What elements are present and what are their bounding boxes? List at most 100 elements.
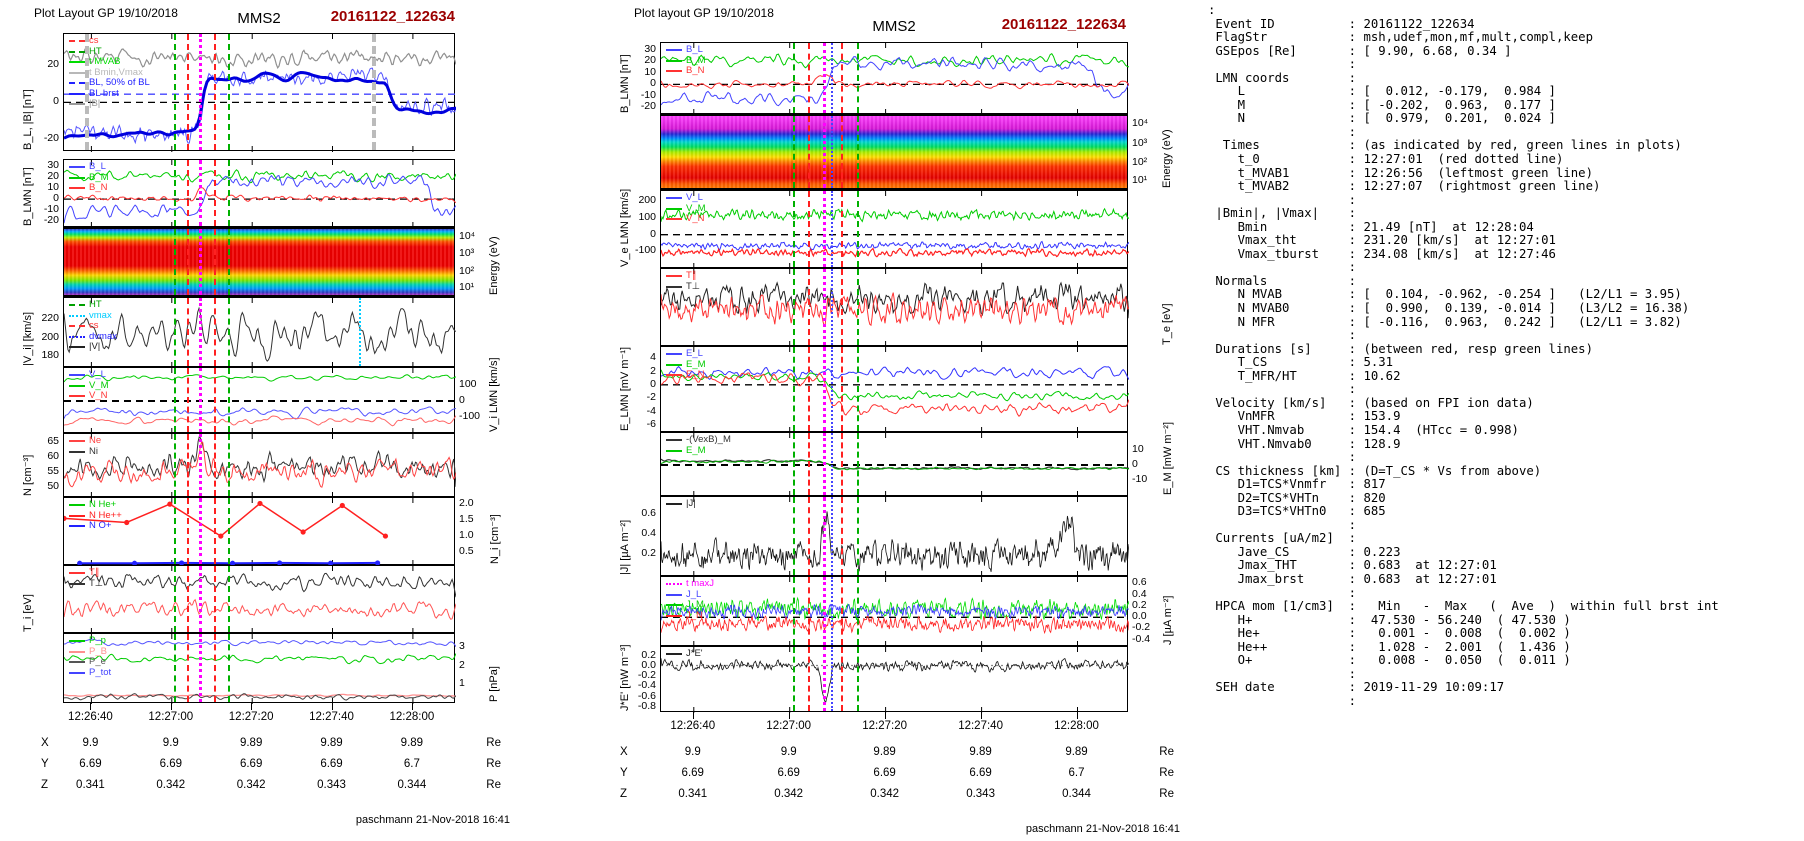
event-marker-line (227, 160, 230, 226)
legend-item: B_L (69, 162, 109, 173)
plot-area-bl-b: 20 0 -20 B_L, |B| [nT] cs HT t MVAB t Bmin,Vmax… (22, 33, 456, 152)
ephemeris-table: X 9.9 9.9 9.89 9.89 9.89 Re Y 6.69 6.69 6.69 6.69 6.… (41, 735, 501, 798)
info-line: : (1208, 666, 1357, 681)
ephemeris-value: 6.7 (403, 758, 420, 770)
ephemeris-value: 0.342 (870, 788, 900, 800)
legend-item: V_N (69, 391, 109, 402)
legend-item: t Bmin,Vmax (69, 67, 150, 79)
y-tick-label: 4 (650, 351, 656, 364)
y-tick-label: -100 (634, 244, 656, 257)
plot-area-p: 3 2 1 P [nPa] P_p P_B P_e P_tot (63, 633, 500, 704)
event-marker-line (187, 34, 190, 150)
x-tick (1076, 712, 1078, 719)
legend-item: P_e (69, 657, 111, 668)
event-marker-line (214, 434, 217, 496)
legend-label: V_N (89, 390, 108, 402)
event-marker-line (808, 647, 811, 711)
y-tick-label: 0.2 (641, 648, 656, 661)
event-marker-line (227, 34, 230, 150)
y-tick-label: 0 (650, 227, 656, 240)
event-marker-line (830, 269, 833, 345)
plot-footer: paschmann 21-Nov-2018 16:41 (1025, 823, 1180, 835)
legend-label: Ne (89, 435, 102, 447)
event-marker-line (856, 497, 859, 575)
legend-label: |B| (89, 98, 101, 110)
info-line: VHT.Nmvab0 : 128.9 (1208, 436, 1401, 451)
event-marker-line (830, 347, 833, 431)
event-marker-line (174, 298, 177, 366)
y-axis-label: T_i [eV] (22, 594, 34, 632)
legend-swatch (666, 449, 682, 452)
y-tick-label: 50 (47, 480, 59, 493)
y-axis-label: |V_i| [km/s] (22, 311, 34, 366)
legend-swatch (69, 50, 85, 53)
ephemeris-value: 9.9 (82, 737, 99, 749)
event-marker-line (792, 269, 795, 345)
panel-vilmn: 100 0 -100 V_i LMN [km/s] V_L V_M V_N (63, 357, 500, 434)
y-tick-label: 0.4 (641, 526, 656, 539)
event-marker-line (227, 368, 230, 432)
y-tick-label: 10 (47, 181, 59, 194)
y-axis-label: Energy (eV) (488, 236, 500, 295)
legend-item: P_p (69, 636, 111, 647)
legend-item: Ne (69, 436, 101, 447)
y-axis-label: V_e LMN [km/s] (619, 188, 631, 267)
ephemeris-value: 0.343 (317, 779, 346, 791)
info-line: : (1208, 260, 1357, 275)
legend-item: t MVAB (69, 57, 150, 68)
spacecraft-title: MMS2 (237, 10, 281, 27)
y-axis-label: J*E' [nW m⁻³] (619, 644, 631, 711)
plot-area-velmn: 200 100 0 -100 V_e LMN [km/s] V_L V_M V_N (619, 189, 1129, 269)
x-tick (692, 712, 694, 719)
y-tick-label: 0.6 (1132, 576, 1147, 589)
info-line: O+ : 0.008 - 0.050 ( 0.011 ) (1208, 653, 1571, 668)
x-tick (788, 712, 790, 719)
info-line: T_CS : 5.31 (1208, 355, 1394, 370)
info-line: HPCA mom [1/cm3] : Min - Max ( Ave ) wit… (1208, 599, 1719, 614)
event-marker-line (808, 43, 811, 113)
legend-item: V_M (69, 380, 109, 392)
event-id: 20161122_122634 (1001, 16, 1126, 33)
event-id: 20161122_122634 (330, 8, 455, 25)
panel-legend: B_L B_M B_N (666, 45, 706, 77)
legend-item: B_M (69, 172, 109, 184)
panel-legend: |J| (666, 499, 696, 510)
legend-swatch (69, 504, 85, 507)
y-tick-label: -6 (646, 418, 656, 431)
event-marker-line (840, 116, 843, 188)
y-tick-label: 0.2 (1132, 598, 1147, 611)
event-marker-line (199, 34, 203, 150)
event-marker-line (199, 160, 203, 226)
legend-label: V_L (686, 192, 703, 204)
legend-item: V_L (69, 370, 109, 381)
event-marker-line (808, 497, 811, 575)
legend-label: cs (89, 35, 99, 47)
event-marker-line (214, 298, 217, 366)
event-marker-line (856, 577, 859, 645)
legend-item: cs (69, 321, 117, 332)
y-tick-label: -0.8 (637, 699, 656, 712)
legend-item: B_L (666, 45, 706, 56)
ephemeris-row: Y 6.69 6.69 6.69 6.69 6.7 Re (41, 756, 501, 777)
legend-swatch (666, 593, 682, 596)
legend-swatch (666, 353, 682, 356)
legend-item: |J| (666, 499, 696, 510)
panel-legend: V_L V_M V_N (666, 193, 706, 225)
y-tick-label: 100 (638, 210, 656, 223)
event-marker-line (214, 34, 217, 150)
ephemeris-row: Z 0.341 0.342 0.342 0.343 0.344 Re (620, 786, 1174, 807)
legend-label: E_N (686, 369, 705, 381)
event-marker-line (187, 434, 190, 496)
event-marker-line (840, 497, 843, 575)
time-tick-label: 12:28:00 (389, 711, 435, 723)
info-line: : (1208, 328, 1357, 343)
plot-area-blmn: 30 20 10 0 -10 -20 B_LMN [nT] B_L B_M B_N (22, 159, 456, 228)
plot-area-jde: 0.2 0.0 -0.2 -0.4 -0.6 -0.8 J*E' [nW m⁻³] J*E' (619, 644, 1129, 713)
y-tick-label: 1.5 (459, 513, 474, 526)
info-line: H+ : 47.530 - 56.240 ( 47.530 ) (1208, 612, 1571, 627)
info-line: D1=TCS*Vnmfr : 817 (1208, 477, 1386, 492)
event-marker-line (174, 498, 177, 564)
plot-area-n: 65 60 55 50 N [cm⁻³] Ne Ni (22, 433, 456, 498)
time-tick-label: 12:26:40 (670, 720, 716, 732)
